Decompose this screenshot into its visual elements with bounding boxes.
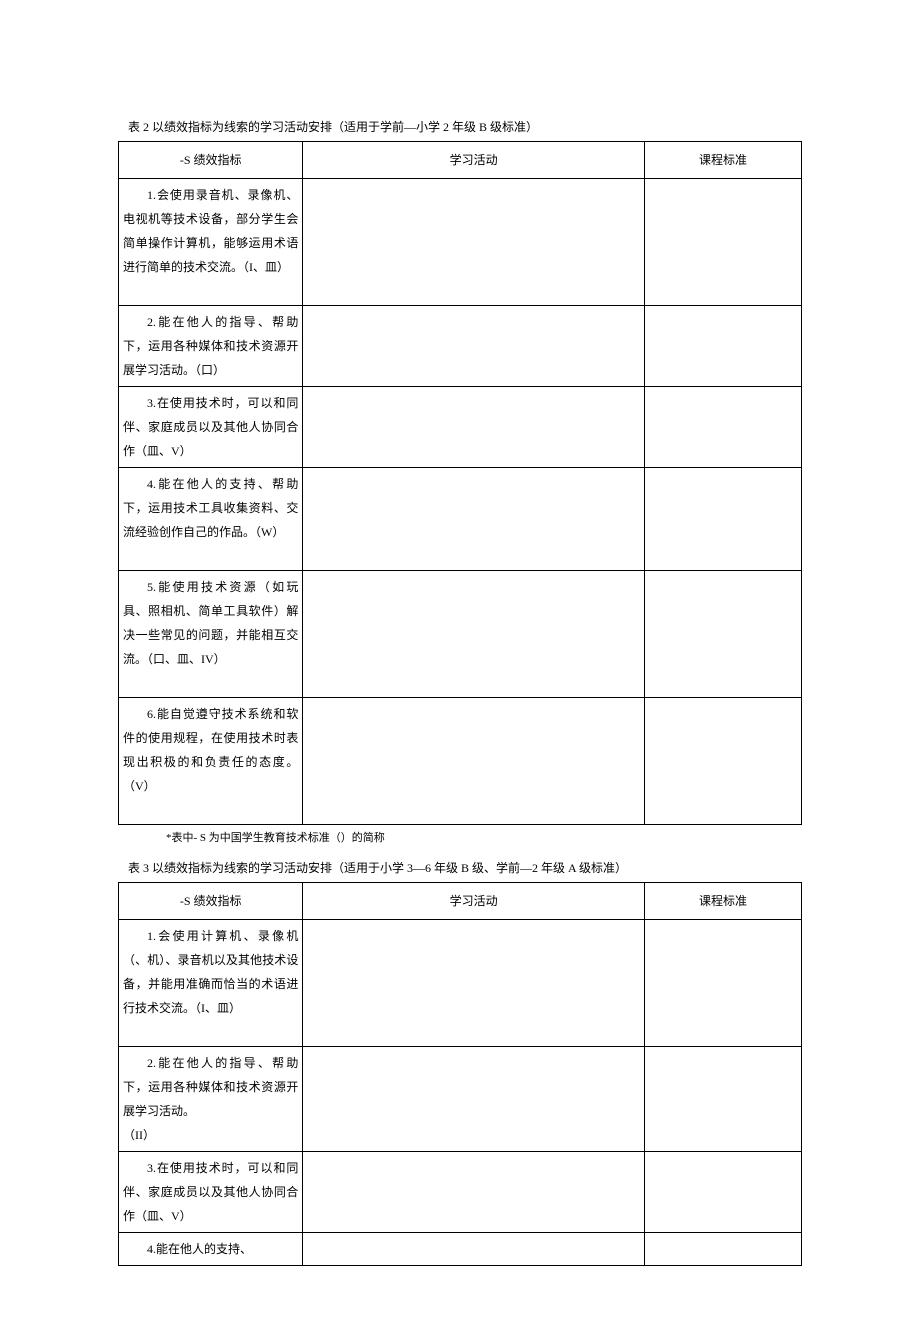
- table3-row1-indicator: 1.会使用计算机、录像机（、机）、录音机以及其他技术设备，并能用准确而恰当的术语…: [119, 920, 303, 1047]
- table2-row5-standard: [644, 571, 801, 698]
- table2-row1-activity: [303, 179, 645, 306]
- table-row: 1.会使用录音机、录像机、电视机等技术设备，部分学生会简单操作计算机，能够运用术…: [119, 179, 802, 306]
- table3-row4-standard: [644, 1233, 801, 1266]
- table3-row1-activity: [303, 920, 645, 1047]
- table2-row3-standard: [644, 387, 801, 468]
- table2-footnote: *表中- S 为中国学生教育技术标准（）的简称: [166, 829, 802, 845]
- table2-row6-indicator: 6.能自觉遵守技术系统和软件的使用规程，在使用技术时表现出积极的和负责任的态度。…: [119, 698, 303, 825]
- table3-row3-activity: [303, 1152, 645, 1233]
- table3-row2-activity: [303, 1047, 645, 1152]
- table-row: 4.能在他人的支持、: [119, 1233, 802, 1266]
- table3-row3-standard: [644, 1152, 801, 1233]
- table2-row6-standard: [644, 698, 801, 825]
- table-row: 3.在使用技术时，可以和同伴、家庭成员以及其他人协同合作（皿、V）: [119, 387, 802, 468]
- table-row: 3.在使用技术时，可以和同伴、家庭成员以及其他人协同合作（皿、V）: [119, 1152, 802, 1233]
- table3-row3-indicator: 3.在使用技术时，可以和同伴、家庭成员以及其他人协同合作（皿、V）: [119, 1152, 303, 1233]
- table2-row3-activity: [303, 387, 645, 468]
- table2-row6-activity: [303, 698, 645, 825]
- table3-header-activity: 学习活动: [303, 883, 645, 920]
- table3-row2-standard: [644, 1047, 801, 1152]
- table2-row3-indicator: 3.在使用技术时，可以和同伴、家庭成员以及其他人协同合作（皿、V）: [119, 387, 303, 468]
- table2-title: 表 2 以绩效指标为线索的学习活动安排（适用于学前—小学 2 年级 B 级标准）: [128, 118, 802, 135]
- table3-header-indicator: -S 绩效指标: [119, 883, 303, 920]
- table2-row5-indicator: 5.能使用技术资源（如玩具、照相机、简单工具软件）解决一些常见的问题，并能相互交…: [119, 571, 303, 698]
- table3-row4-activity: [303, 1233, 645, 1266]
- table-row: 2.能在他人的指导、帮助下，运用各种媒体和技术资源开展学习活动。 （II）: [119, 1047, 802, 1152]
- table-row: 6.能自觉遵守技术系统和软件的使用规程，在使用技术时表现出积极的和负责任的态度。…: [119, 698, 802, 825]
- table3-header-row: -S 绩效指标 学习活动 课程标准: [119, 883, 802, 920]
- table2-row4-standard: [644, 468, 801, 571]
- table3-row1-standard: [644, 920, 801, 1047]
- table3-title: 表 3 以绩效指标为线索的学习活动安排（适用于小学 3—6 年级 B 级、学前—…: [128, 859, 802, 876]
- table2-header-standard: 课程标准: [644, 142, 801, 179]
- table2-row2-activity: [303, 306, 645, 387]
- table2: -S 绩效指标 学习活动 课程标准 1.会使用录音机、录像机、电视机等技术设备，…: [118, 141, 802, 825]
- table2-row2-indicator: 2.能在他人的指导、帮助下，运用各种媒体和技术资源开展学习活动。（口）: [119, 306, 303, 387]
- table3-header-standard: 课程标准: [644, 883, 801, 920]
- table3-row2-indicator: 2.能在他人的指导、帮助下，运用各种媒体和技术资源开展学习活动。 （II）: [119, 1047, 303, 1152]
- document-page: 表 2 以绩效指标为线索的学习活动安排（适用于学前—小学 2 年级 B 级标准）…: [0, 0, 920, 1330]
- table2-row4-indicator: 4.能在他人的支持、帮助下，运用技术工具收集资料、交流经验创作自己的作品。（W）: [119, 468, 303, 571]
- table2-row1-indicator: 1.会使用录音机、录像机、电视机等技术设备，部分学生会简单操作计算机，能够运用术…: [119, 179, 303, 306]
- table2-row4-activity: [303, 468, 645, 571]
- table-row: 1.会使用计算机、录像机（、机）、录音机以及其他技术设备，并能用准确而恰当的术语…: [119, 920, 802, 1047]
- table2-row5-activity: [303, 571, 645, 698]
- table3: -S 绩效指标 学习活动 课程标准 1.会使用计算机、录像机（、机）、录音机以及…: [118, 882, 802, 1266]
- table2-header-row: -S 绩效指标 学习活动 课程标准: [119, 142, 802, 179]
- table2-header-indicator: -S 绩效指标: [119, 142, 303, 179]
- table-row: 4.能在他人的支持、帮助下，运用技术工具收集资料、交流经验创作自己的作品。（W）: [119, 468, 802, 571]
- table2-row2-standard: [644, 306, 801, 387]
- table2-header-activity: 学习活动: [303, 142, 645, 179]
- table-row: 2.能在他人的指导、帮助下，运用各种媒体和技术资源开展学习活动。（口）: [119, 306, 802, 387]
- table3-row4-indicator: 4.能在他人的支持、: [119, 1233, 303, 1266]
- table2-row1-standard: [644, 179, 801, 306]
- table-row: 5.能使用技术资源（如玩具、照相机、简单工具软件）解决一些常见的问题，并能相互交…: [119, 571, 802, 698]
